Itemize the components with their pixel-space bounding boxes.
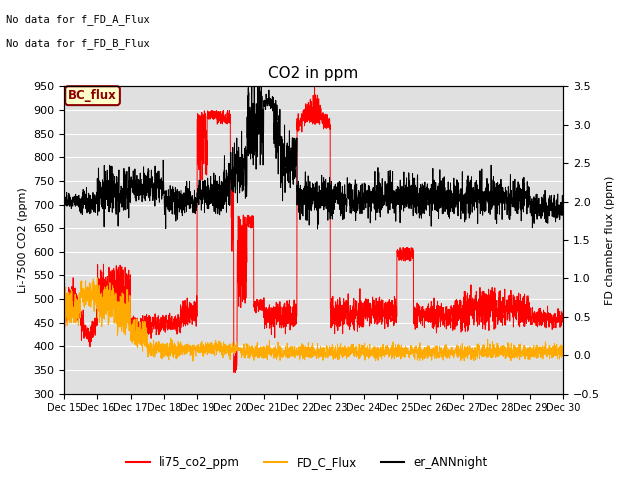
li75_co2_ppm: [310, 84, 318, 89]
Line: er_ANNnight: er_ANNnight: [64, 86, 563, 229]
er_ANNnight: [550, 196, 557, 202]
Y-axis label: Li-7500 CO2 (ppm): Li-7500 CO2 (ppm): [17, 187, 28, 293]
er_ANNnight: [147, 193, 154, 199]
FD_C_Flux: [496, 347, 504, 352]
FD_C_Flux: [60, 293, 68, 299]
FD_C_Flux: [189, 358, 197, 364]
li75_co2_ppm: [147, 316, 154, 322]
li75_co2_ppm: [273, 318, 281, 324]
li75_co2_ppm: [232, 370, 239, 375]
er_ANNnight: [273, 130, 281, 135]
er_ANNnight: [252, 112, 259, 118]
li75_co2_ppm: [559, 317, 567, 323]
li75_co2_ppm: [117, 282, 125, 288]
er_ANNnight: [117, 197, 125, 203]
er_ANNnight: [248, 84, 255, 89]
FD_C_Flux: [93, 275, 101, 281]
Text: No data for f_FD_B_Flux: No data for f_FD_B_Flux: [6, 38, 150, 49]
Text: BC_flux: BC_flux: [68, 89, 117, 102]
FD_C_Flux: [559, 348, 567, 354]
Line: FD_C_Flux: FD_C_Flux: [64, 278, 563, 361]
FD_C_Flux: [273, 350, 281, 356]
li75_co2_ppm: [550, 317, 557, 323]
FD_C_Flux: [117, 297, 125, 302]
Y-axis label: FD chamber flux (ppm): FD chamber flux (ppm): [605, 175, 616, 305]
er_ANNnight: [314, 226, 321, 232]
er_ANNnight: [496, 195, 504, 201]
Legend: li75_co2_ppm, FD_C_Flux, er_ANNnight: li75_co2_ppm, FD_C_Flux, er_ANNnight: [122, 452, 493, 474]
li75_co2_ppm: [252, 309, 259, 314]
li75_co2_ppm: [60, 322, 68, 327]
FD_C_Flux: [147, 353, 155, 359]
er_ANNnight: [559, 197, 567, 203]
Line: li75_co2_ppm: li75_co2_ppm: [64, 86, 563, 372]
Title: CO2 in ppm: CO2 in ppm: [268, 66, 359, 81]
FD_C_Flux: [252, 354, 260, 360]
Text: No data for f_FD_A_Flux: No data for f_FD_A_Flux: [6, 14, 150, 25]
FD_C_Flux: [550, 348, 557, 353]
li75_co2_ppm: [496, 315, 504, 321]
er_ANNnight: [60, 200, 68, 205]
